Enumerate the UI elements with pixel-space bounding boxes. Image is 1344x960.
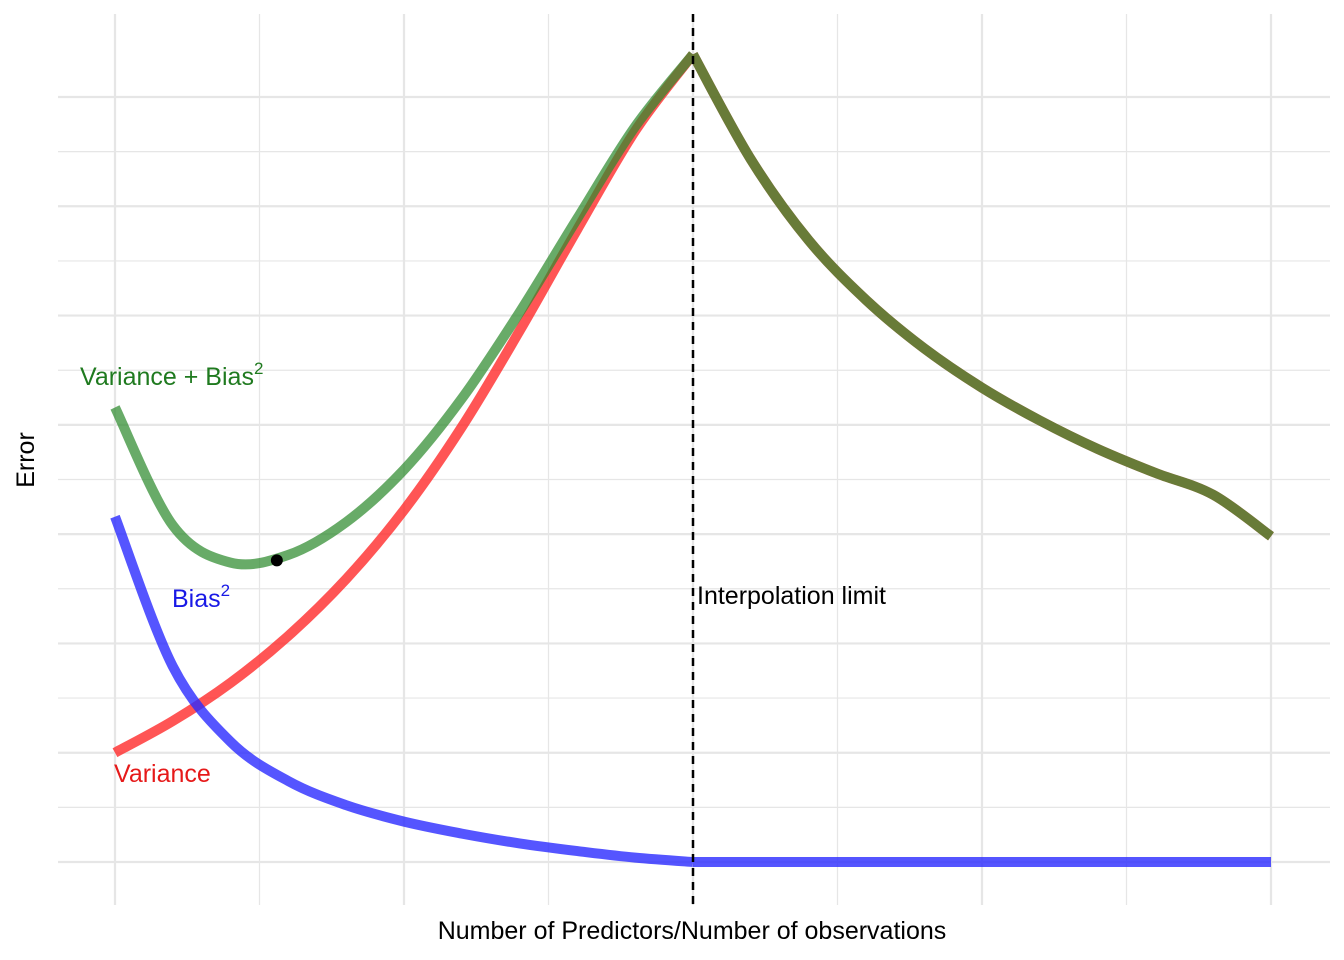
x-axis-label: Number of Predictors/Number of observati… [438, 917, 947, 945]
y-axis-label: Error [12, 432, 40, 488]
series-lines [110, 51, 1274, 867]
interpolation-limit-label: Interpolation limit [697, 582, 886, 610]
bias-line [110, 514, 1271, 867]
variance-label: Variance [114, 760, 211, 788]
variance-plus-bias-line [110, 51, 1274, 570]
minimum-marker [270, 554, 283, 567]
bias-label: Bias2 [172, 581, 230, 613]
variance-plus-bias-label: Variance + Bias2 [80, 359, 263, 391]
